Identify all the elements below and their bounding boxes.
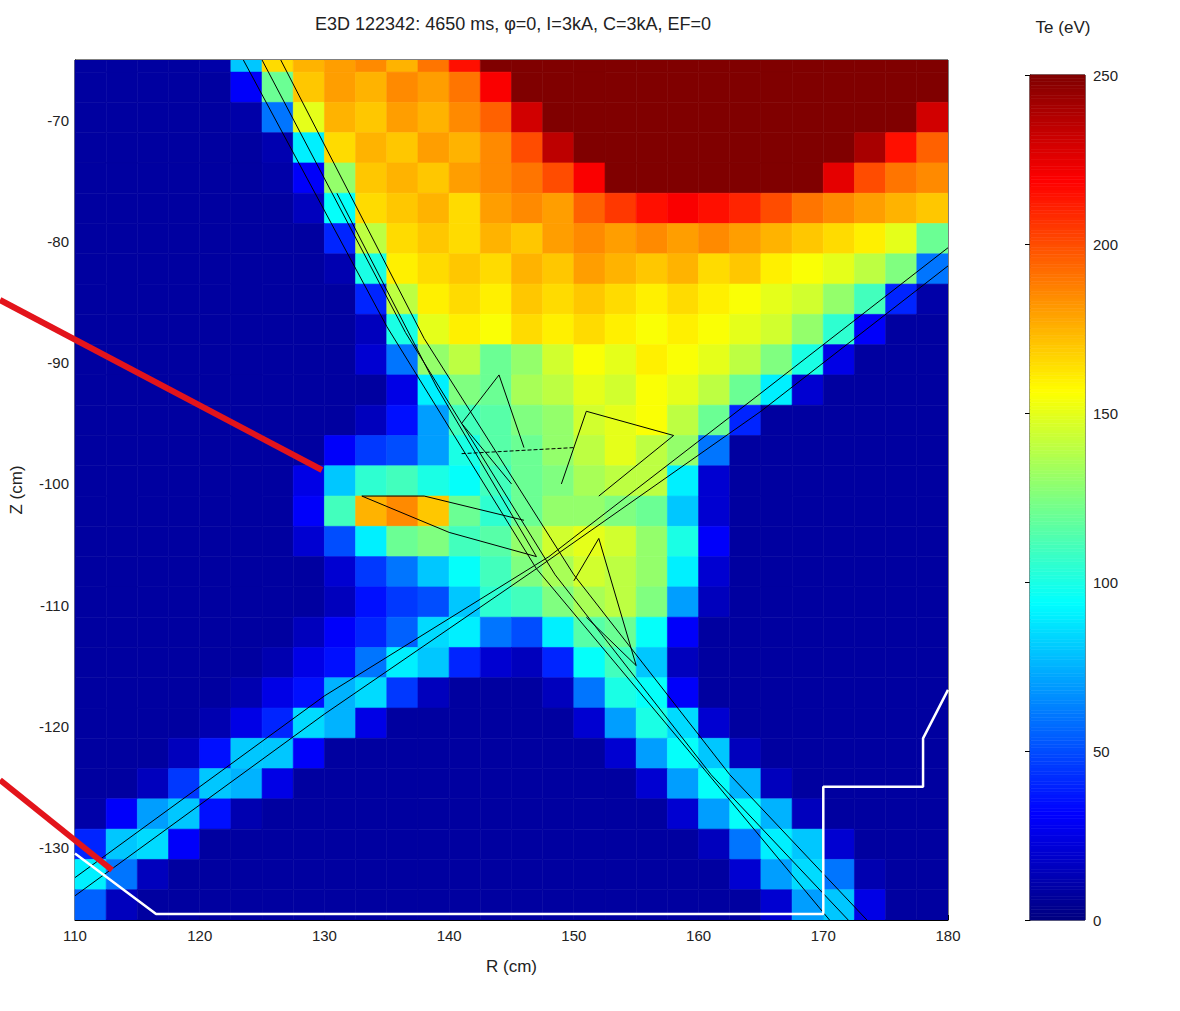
svg-text:Z (cm): Z (cm) (7, 465, 26, 514)
svg-text:150: 150 (561, 927, 586, 944)
svg-text:110: 110 (63, 927, 87, 944)
svg-text:120: 120 (187, 927, 212, 944)
svg-text:150: 150 (1093, 405, 1118, 422)
svg-text:R (cm): R (cm) (486, 957, 537, 976)
svg-text:-120: -120 (39, 718, 69, 735)
svg-text:-70: -70 (47, 112, 69, 129)
svg-text:-110: -110 (40, 597, 69, 614)
svg-text:200: 200 (1093, 236, 1118, 253)
svg-text:180: 180 (935, 927, 960, 944)
svg-text:-130: -130 (39, 839, 69, 856)
svg-text:160: 160 (686, 927, 711, 944)
svg-text:50: 50 (1093, 743, 1110, 760)
svg-text:100: 100 (1093, 574, 1118, 591)
svg-text:170: 170 (811, 927, 836, 944)
svg-text:-90: -90 (47, 354, 69, 371)
svg-text:130: 130 (312, 927, 337, 944)
svg-text:0: 0 (1093, 912, 1101, 929)
svg-text:250: 250 (1093, 67, 1118, 84)
svg-text:140: 140 (437, 927, 462, 944)
svg-text:E3D 122342: 4650 ms, φ=0, I=3k: E3D 122342: 4650 ms, φ=0, I=3kA, C=3kA, … (315, 14, 711, 34)
svg-text:-80: -80 (47, 233, 69, 250)
svg-text:-100: -100 (39, 475, 69, 492)
svg-text:Te (eV): Te (eV) (1036, 18, 1091, 37)
